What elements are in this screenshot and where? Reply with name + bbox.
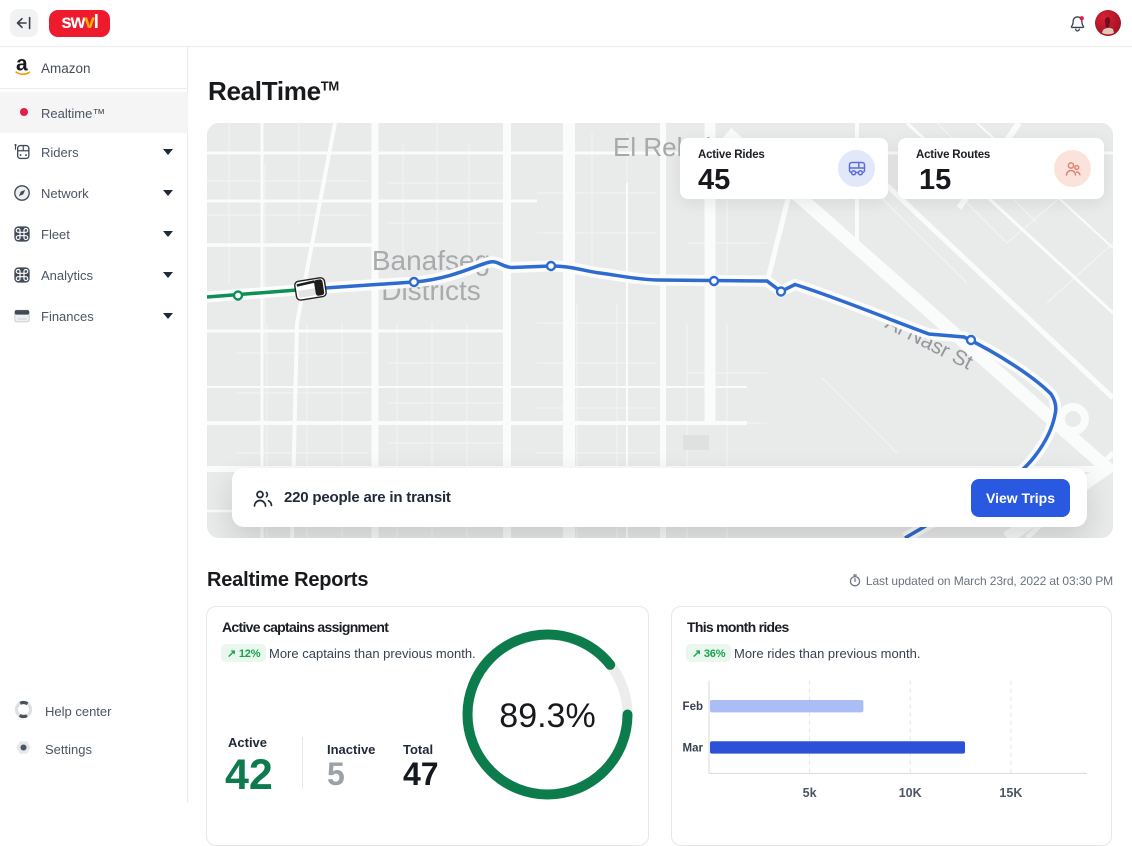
svg-text:10K: 10K (899, 786, 922, 800)
svg-text:89.3%: 89.3% (499, 697, 595, 735)
svg-text:a: a (16, 54, 28, 76)
svg-text:Mar: Mar (683, 742, 704, 754)
svg-text:5k: 5k (803, 786, 817, 800)
svg-text:15K: 15K (999, 786, 1022, 800)
svg-text:Feb: Feb (683, 701, 703, 713)
